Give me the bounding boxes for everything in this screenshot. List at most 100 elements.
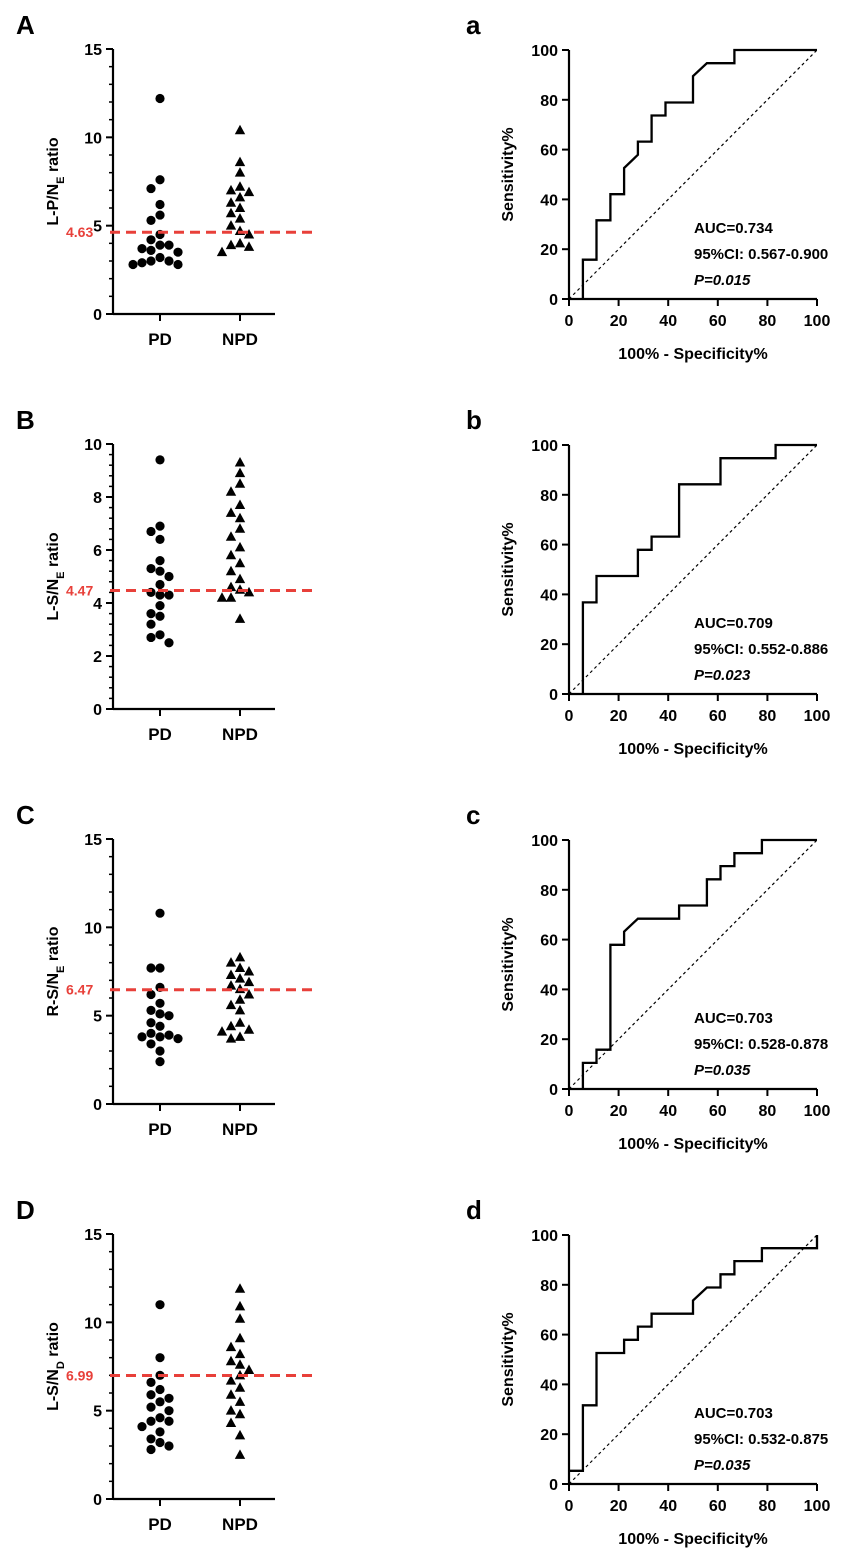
pd-data-point (155, 566, 165, 576)
panel-letter: a (466, 10, 481, 40)
category-label: NPD (222, 1120, 258, 1139)
npd-data-point (234, 124, 246, 135)
y-tick-label: 0 (549, 1082, 558, 1099)
npd-data-point (243, 241, 255, 251)
pd-data-point (146, 1028, 156, 1038)
y-tick-label: 20 (540, 242, 558, 259)
npd-data-point (216, 1026, 228, 1036)
category-label: NPD (222, 330, 258, 349)
category-label: NPD (222, 1515, 258, 1534)
pd-data-point (146, 526, 156, 537)
pd-data-point (155, 1384, 165, 1395)
pd-data-point (146, 245, 156, 255)
ci-annotation: 95%CI: 0.552-0.886 (694, 641, 828, 658)
x-axis-title: 100% - Specificity% (618, 346, 767, 363)
pd-data-point (146, 619, 156, 629)
y-tick-label: 100 (531, 43, 558, 60)
y-tick-label: 0 (93, 1097, 102, 1114)
y-tick-label: 80 (540, 93, 558, 110)
npd-data-point (234, 1382, 246, 1392)
npd-data-point (234, 499, 246, 509)
x-tick-label: 60 (709, 313, 727, 330)
pd-data-point (155, 556, 165, 566)
y-axis-title: L-S/ND ratio (45, 1322, 67, 1411)
y-tick-label: 6 (93, 543, 102, 560)
y-tick-label: 8 (93, 490, 102, 507)
pd-data-point (155, 611, 165, 621)
p-value-annotation: P=0.023 (694, 667, 751, 684)
y-axis-title-main: L-S/N (45, 579, 62, 621)
pd-data-point (146, 1018, 156, 1028)
p-value-annotation: P=0.035 (694, 1062, 751, 1079)
npd-data-point (234, 1004, 246, 1015)
npd-data-point (243, 966, 255, 976)
cutoff-label: 4.47 (66, 583, 93, 599)
cutoff-label: 6.99 (66, 1368, 93, 1384)
pd-data-point (155, 998, 165, 1008)
reference-diagonal (568, 49, 818, 300)
pd-data-point (146, 1377, 156, 1387)
x-tick-label: 0 (565, 1498, 574, 1515)
pd-data-point (155, 963, 165, 973)
npd-data-point (225, 581, 237, 592)
npd-data-point (225, 207, 237, 218)
x-tick-label: 80 (759, 1498, 777, 1515)
npd-data-point (225, 565, 237, 576)
roc-panel-b: b 0 20 40 60 80 100 0 20 40 60 80 100 Sensitivity% 100… (466, 405, 830, 758)
y-tick-label: 0 (549, 1477, 558, 1494)
pd-data-point (155, 601, 165, 611)
x-tick-label: 60 (709, 708, 727, 725)
x-tick-label: 20 (610, 1103, 628, 1120)
y-tick-label: 100 (531, 1228, 558, 1245)
y-tick-label: 60 (540, 143, 558, 160)
auc-annotation: AUC=0.734 (694, 220, 773, 237)
npd-data-point (234, 557, 246, 568)
y-tick-label: 10 (84, 1315, 102, 1332)
npd-data-point (234, 541, 246, 552)
cutoff-label: 6.47 (66, 982, 93, 998)
y-axis-title-tail: ratio (45, 137, 62, 176)
pd-data-point (164, 1030, 174, 1040)
x-tick-label: 100 (804, 313, 831, 330)
y-tick-label: 40 (540, 587, 558, 604)
roc-panel-a: a 0 20 40 60 80 100 0 20 40 60 80 100 Sensitivity% 100… (466, 10, 830, 363)
y-tick-label: 80 (540, 1278, 558, 1295)
x-tick-label: 100 (804, 1498, 831, 1515)
pd-data-point (164, 571, 174, 582)
npd-data-point (216, 592, 228, 602)
npd-data-point (234, 478, 246, 488)
npd-data-point (234, 573, 246, 584)
y-axis-title: L-S/NE ratio (45, 532, 67, 620)
y-axis-title-subscript: E (55, 966, 67, 973)
npd-data-point (225, 1375, 237, 1385)
pd-data-point (155, 534, 165, 544)
roc-panel-c: c 0 20 40 60 80 100 0 20 40 60 80 100 Sensitivity% 100… (466, 800, 830, 1153)
roc-curve (581, 838, 817, 1089)
y-tick-label: 80 (540, 488, 558, 505)
y-tick-label: 60 (540, 933, 558, 950)
y-tick-label: 4 (93, 596, 102, 613)
npd-data-point (234, 962, 246, 972)
x-tick-label: 20 (610, 1498, 628, 1515)
pd-data-point (164, 1406, 174, 1416)
category-label: PD (148, 1515, 172, 1534)
pd-data-point (146, 1416, 156, 1426)
x-tick-label: 80 (759, 708, 777, 725)
npd-data-point (225, 1389, 237, 1399)
x-tick-label: 100 (804, 1103, 831, 1120)
npd-data-point (225, 549, 237, 560)
auc-annotation: AUC=0.703 (694, 1405, 773, 1422)
y-tick-label: 10 (84, 920, 102, 937)
pd-data-point (146, 215, 156, 225)
npd-data-point (225, 1020, 237, 1031)
pd-data-point (137, 258, 147, 268)
y-tick-label: 20 (540, 1427, 558, 1444)
npd-data-point (243, 988, 255, 999)
pd-data-point (164, 240, 174, 250)
pd-data-point (155, 252, 165, 263)
category-label: NPD (222, 725, 258, 744)
npd-data-point (234, 1300, 246, 1311)
